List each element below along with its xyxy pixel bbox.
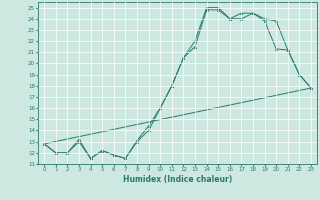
X-axis label: Humidex (Indice chaleur): Humidex (Indice chaleur) xyxy=(123,175,232,184)
